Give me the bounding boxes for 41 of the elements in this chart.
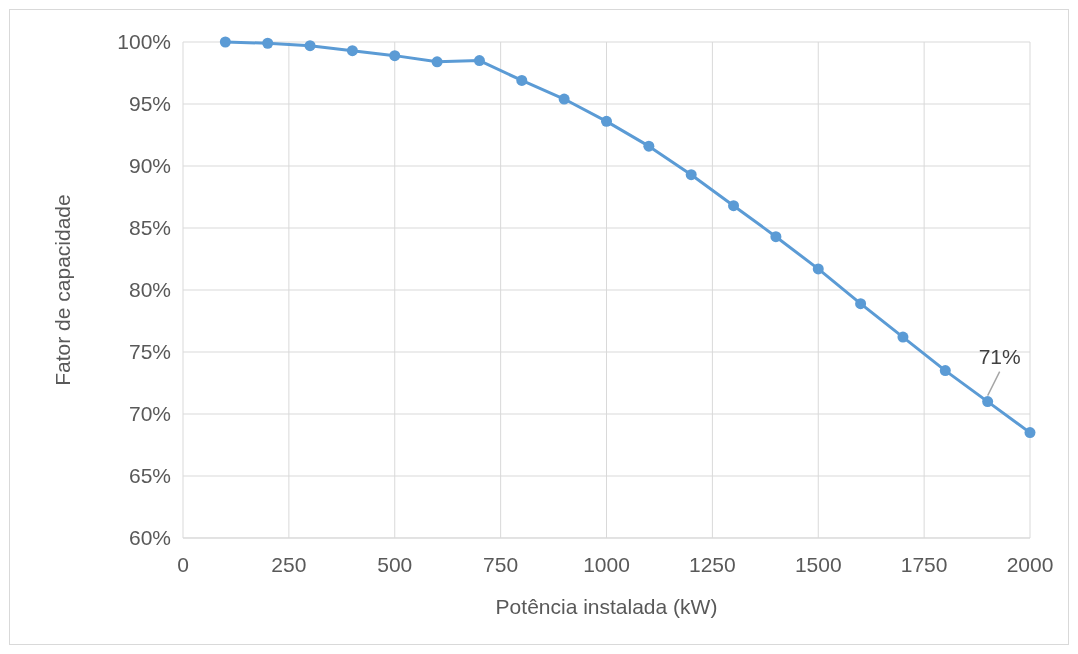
y-tick-label: 65% bbox=[128, 464, 171, 488]
x-tick-label: 1000 bbox=[583, 553, 630, 576]
point bbox=[262, 37, 274, 49]
x-tick-label: 0 bbox=[177, 553, 189, 576]
point bbox=[558, 93, 570, 105]
point bbox=[939, 365, 951, 377]
y-tick-label: 60% bbox=[128, 526, 171, 550]
point bbox=[643, 140, 655, 152]
y-axis-title: Fator de capacidade bbox=[51, 194, 74, 386]
x-axis-title: Potência instalada (kW) bbox=[495, 595, 718, 618]
x-tick-label: 1750 bbox=[900, 553, 948, 576]
x-tick-label: 1250 bbox=[689, 553, 736, 576]
point bbox=[1024, 427, 1036, 439]
point bbox=[812, 263, 824, 275]
point bbox=[685, 169, 697, 181]
y-tick-label: 90% bbox=[128, 154, 171, 178]
point bbox=[431, 56, 443, 68]
point bbox=[855, 298, 867, 310]
y-tick-label: 75% bbox=[128, 340, 171, 364]
y-tick-label: 80% bbox=[128, 278, 171, 302]
point bbox=[473, 55, 485, 67]
x-tick-label: 250 bbox=[271, 553, 307, 576]
point bbox=[982, 396, 994, 408]
point bbox=[728, 200, 740, 212]
x-tick-label: 1500 bbox=[794, 553, 842, 576]
y-tick-label: 100% bbox=[117, 30, 171, 54]
y-tick-label: 70% bbox=[128, 402, 171, 426]
y-tick-label: 95% bbox=[128, 92, 171, 116]
x-tick-label: 750 bbox=[483, 553, 519, 576]
point bbox=[389, 50, 401, 62]
point bbox=[304, 40, 316, 52]
x-tick-label: 2000 bbox=[1006, 553, 1054, 576]
point bbox=[601, 115, 612, 127]
point bbox=[346, 45, 358, 57]
point bbox=[219, 36, 231, 48]
y-tick-label: 85% bbox=[128, 216, 171, 240]
point bbox=[897, 331, 909, 343]
annotation: 71% bbox=[978, 344, 1021, 368]
point bbox=[516, 74, 528, 86]
x-tick-label: 500 bbox=[377, 553, 413, 576]
point bbox=[770, 231, 782, 243]
